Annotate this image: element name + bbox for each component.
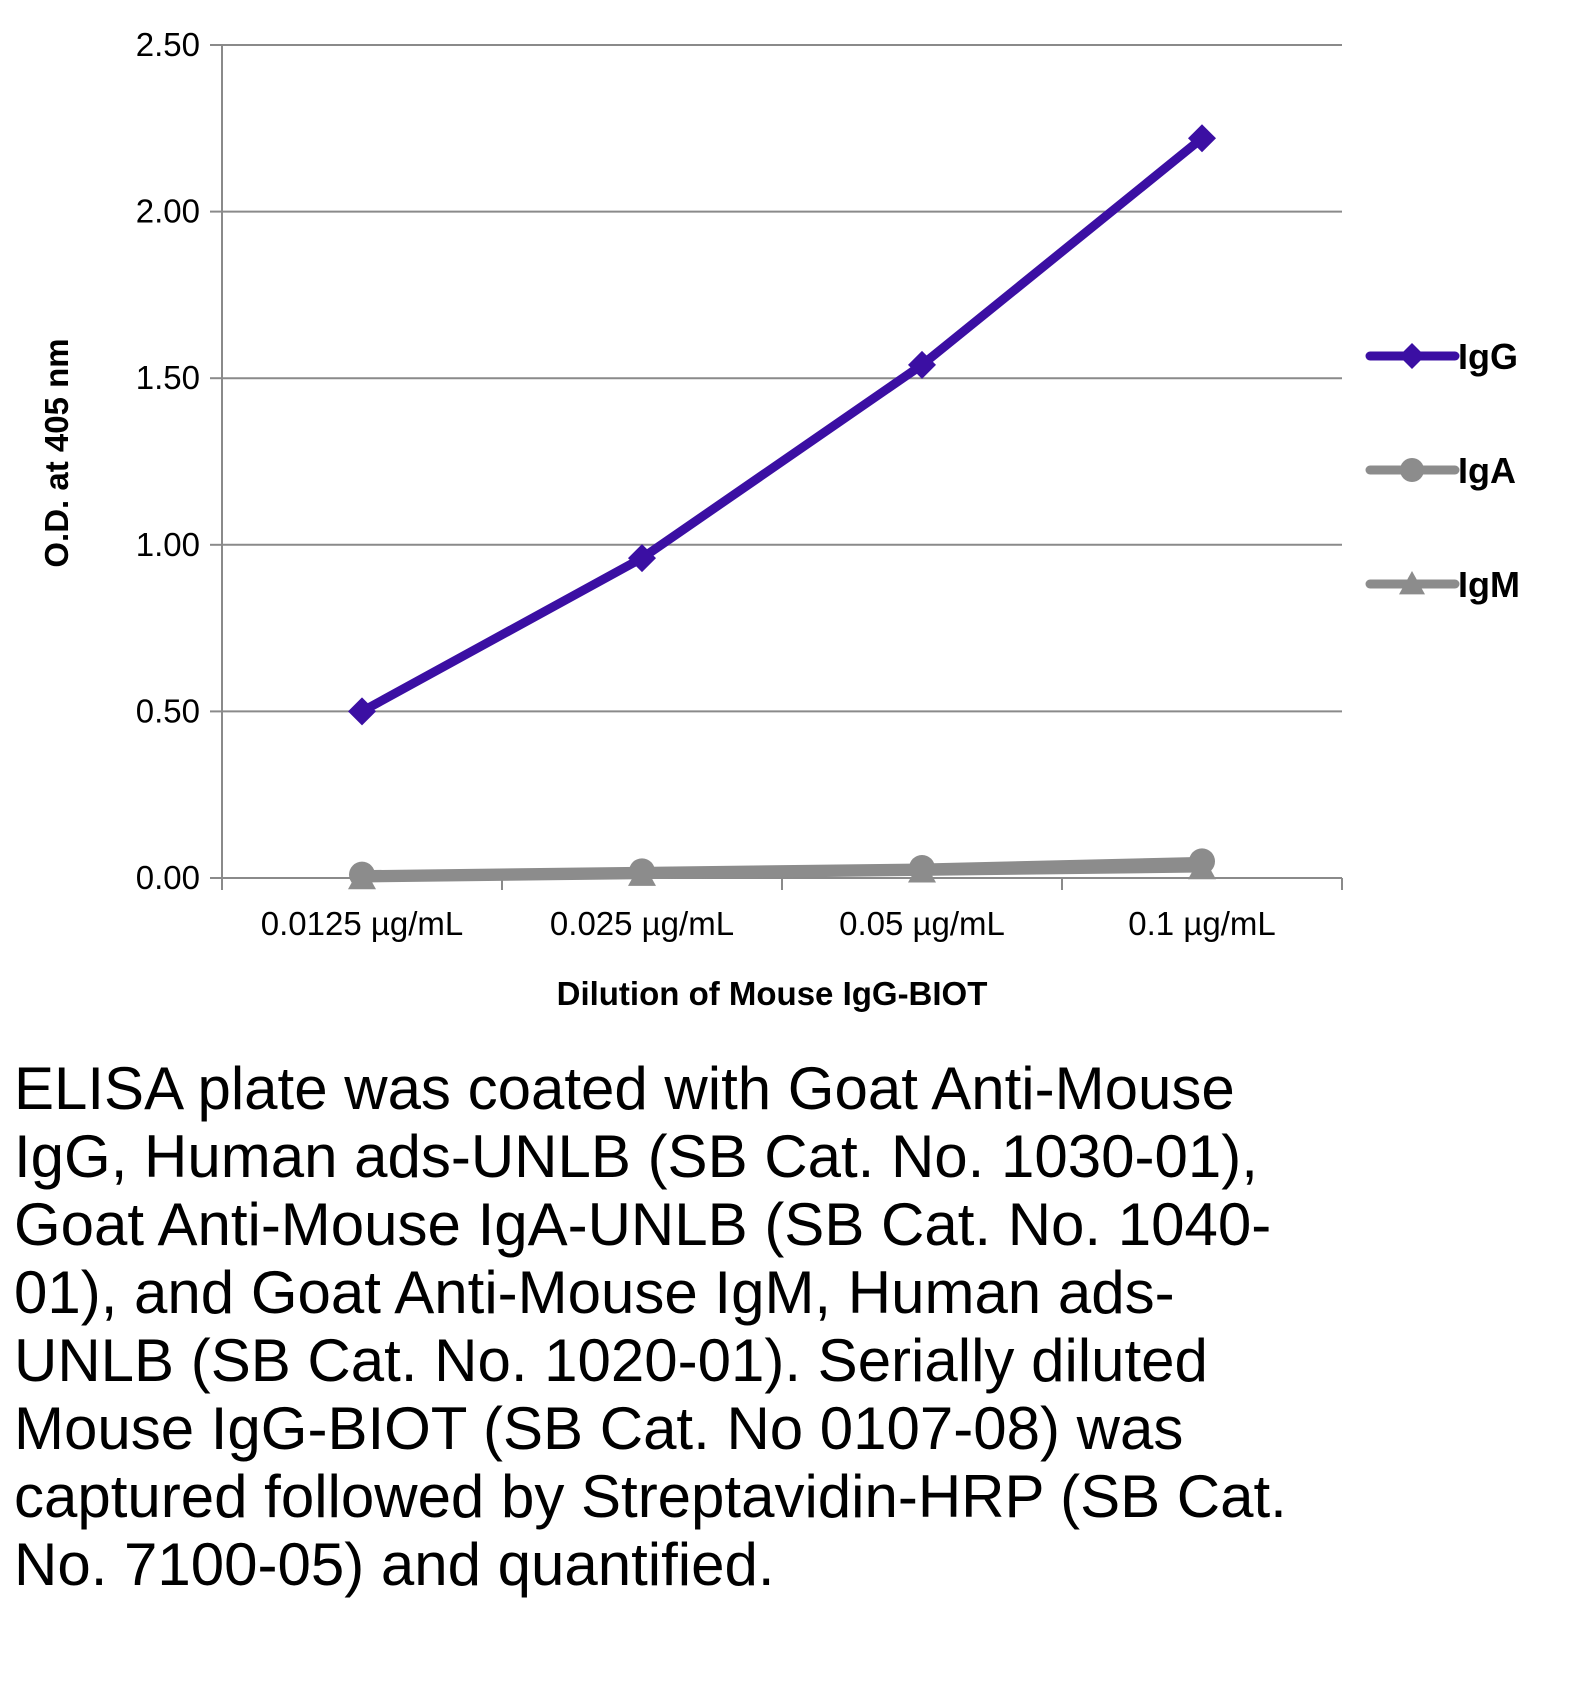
legend-item-igm: IgM: [1365, 564, 1520, 605]
series-line-iga: [357, 856, 1207, 880]
series-line-igg: [357, 133, 1207, 716]
series-iga: [349, 848, 1215, 888]
y-tick-label: 0.00: [136, 859, 200, 896]
legend-marker-igg: [1399, 343, 1425, 369]
gridlines: [222, 44, 1342, 713]
data-point-igg: [628, 544, 656, 573]
x-tick-labels: 0.0125 µg/mL 0.025 µg/mL 0.05 µg/mL 0.1 µg/…: [261, 905, 1276, 942]
series-group: [348, 124, 1216, 890]
figure-caption: ELISA plate was coated with Goat Anti-Mo…: [14, 1055, 1287, 1598]
y-axis-title: O.D. at 405 nm: [38, 338, 75, 567]
x-tick-label: 0.025 µg/mL: [550, 905, 734, 942]
data-point-iga: [1189, 848, 1215, 875]
legend-item-igg: IgG: [1365, 336, 1518, 377]
data-point-iga: [629, 858, 655, 885]
legend-label-iga: IgA: [1458, 450, 1516, 491]
legend-label-igm: IgM: [1458, 564, 1520, 605]
x-tick-label: 0.1 µg/mL: [1128, 905, 1275, 942]
data-point-igg: [1188, 124, 1216, 153]
y-tick-label: 2.50: [136, 26, 200, 63]
y-tick-label: 1.50: [136, 359, 200, 396]
legend-marker-igm: [1399, 571, 1425, 595]
y-tick-label: 1.00: [136, 526, 200, 563]
legend-marker-iga: [1400, 458, 1424, 482]
x-tick-label: 0.05 µg/mL: [839, 905, 1005, 942]
series-igg: [348, 124, 1216, 726]
y-tick-label: 2.00: [136, 193, 200, 230]
legend-item-iga: IgA: [1365, 450, 1516, 491]
x-axis-title: Dilution of Mouse IgG-BIOT: [557, 975, 988, 1012]
y-tick-labels: 0.00 0.50 1.00 1.50 2.00 2.50: [136, 26, 200, 896]
data-point-iga: [909, 855, 935, 882]
data-point-igg: [348, 697, 376, 726]
x-tick-label: 0.0125 µg/mL: [261, 905, 463, 942]
elisa-line-chart: 0.000.501.001.502.002.50 0.0125 µg/mL 0.0…: [38, 26, 1520, 1012]
data-point-iga: [349, 861, 375, 888]
legend-label-igg: IgG: [1458, 336, 1518, 377]
data-point-igg: [908, 350, 936, 379]
legend: IgG IgA IgM: [1365, 336, 1520, 605]
y-tick-label: 0.50: [136, 692, 200, 729]
